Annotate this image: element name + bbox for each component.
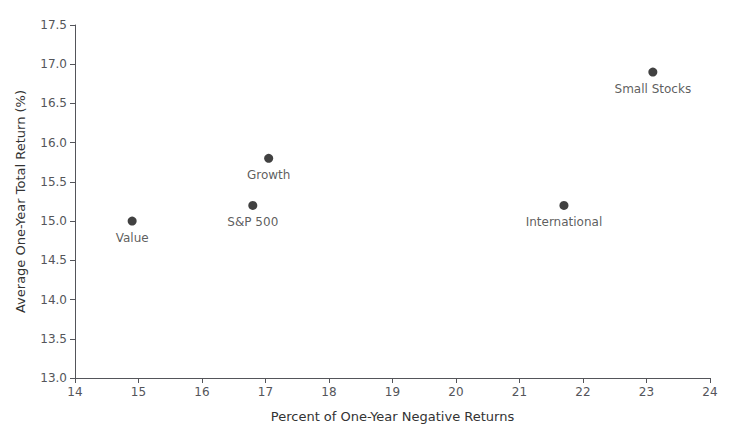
svg-text:Average One-Year Total Return: Average One-Year Total Return (%) (13, 90, 28, 313)
svg-text:23: 23 (639, 385, 654, 399)
svg-text:15.0: 15.0 (40, 214, 67, 228)
svg-text:S&P 500: S&P 500 (227, 215, 278, 229)
svg-text:Value: Value (116, 231, 149, 245)
svg-text:18: 18 (321, 385, 336, 399)
svg-text:22: 22 (575, 385, 590, 399)
svg-text:16: 16 (194, 385, 209, 399)
svg-text:17: 17 (258, 385, 273, 399)
svg-text:International: International (526, 215, 603, 229)
svg-text:17.0: 17.0 (40, 57, 67, 71)
svg-text:14.0: 14.0 (40, 293, 67, 307)
svg-text:24: 24 (702, 385, 717, 399)
svg-text:13.5: 13.5 (40, 332, 67, 346)
svg-text:14.5: 14.5 (40, 253, 67, 267)
svg-text:17.5: 17.5 (40, 18, 67, 32)
svg-text:19: 19 (385, 385, 400, 399)
svg-text:15: 15 (131, 385, 146, 399)
svg-text:Percent of One-Year Negative R: Percent of One-Year Negative Returns (271, 409, 515, 424)
svg-text:13.0: 13.0 (40, 371, 67, 385)
svg-text:21: 21 (512, 385, 527, 399)
svg-text:16.5: 16.5 (40, 96, 67, 110)
svg-text:Growth: Growth (247, 168, 290, 182)
svg-text:Small Stocks: Small Stocks (615, 82, 692, 96)
svg-text:15.5: 15.5 (40, 175, 67, 189)
svg-text:14: 14 (67, 385, 82, 399)
svg-text:16.0: 16.0 (40, 136, 67, 150)
svg-text:20: 20 (448, 385, 463, 399)
